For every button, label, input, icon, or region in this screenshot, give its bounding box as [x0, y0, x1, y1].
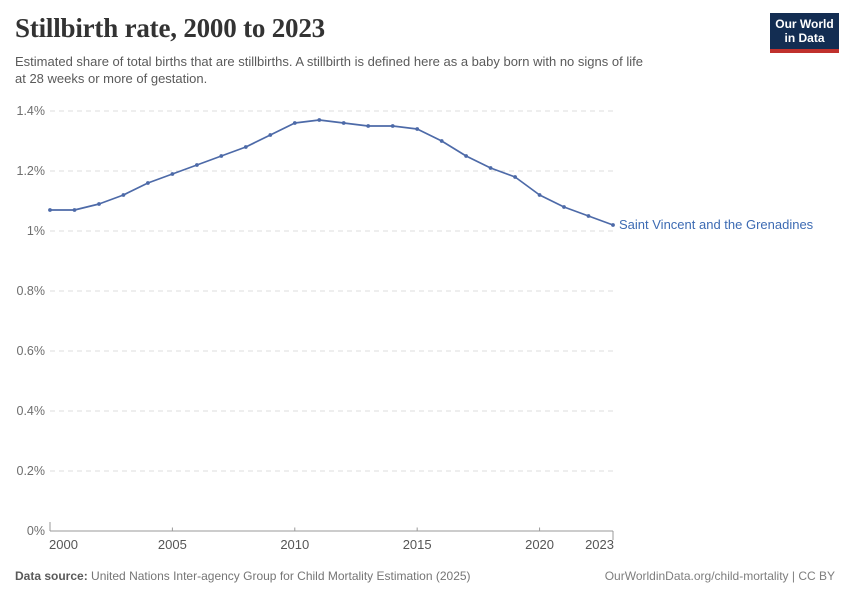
- data-point[interactable]: [439, 139, 444, 143]
- y-tick-label: 1%: [27, 224, 45, 238]
- data-point[interactable]: [292, 121, 297, 125]
- x-tick-label: 2015: [403, 537, 432, 552]
- x-tick-label: 2010: [280, 537, 309, 552]
- x-tick-label: 2005: [158, 537, 187, 552]
- data-point[interactable]: [366, 124, 371, 128]
- data-point[interactable]: [121, 193, 126, 197]
- x-tick-label: 2020: [525, 537, 554, 552]
- y-tick-label: 0.8%: [17, 284, 46, 298]
- data-point[interactable]: [341, 121, 346, 125]
- x-tick-label: 2000: [49, 537, 78, 552]
- data-point[interactable]: [537, 193, 542, 197]
- data-source-label: Data source:: [15, 569, 88, 583]
- data-point[interactable]: [611, 223, 615, 227]
- data-point[interactable]: [146, 181, 150, 185]
- x-axis-labels: 2000 2005 2010 2015 2020 2023: [49, 537, 614, 552]
- subtitle-line: at 28 weeks or more of gestation.: [15, 71, 208, 86]
- data-point[interactable]: [488, 166, 493, 170]
- chart-subtitle: Estimated share of total births that are…: [15, 53, 643, 87]
- data-point[interactable]: [390, 124, 395, 128]
- data-point[interactable]: [268, 133, 273, 137]
- data-point[interactable]: [195, 163, 199, 167]
- data-point[interactable]: [170, 172, 175, 176]
- data-point[interactable]: [48, 208, 52, 212]
- data-point[interactable]: [415, 127, 420, 131]
- series-end-label[interactable]: Saint Vincent and the Grenadines: [619, 217, 814, 232]
- data-source: Data source: United Nations Inter-agency…: [15, 569, 471, 583]
- data-point[interactable]: [219, 154, 224, 158]
- data-source-text: United Nations Inter-agency Group for Ch…: [91, 569, 471, 583]
- owid-logo[interactable]: Our World in Data: [770, 13, 839, 53]
- page-title: Stillbirth rate, 2000 to 2023: [15, 13, 325, 43]
- x-axis-ticks: [49, 522, 614, 540]
- chart-footer: Data source: United Nations Inter-agency…: [15, 569, 835, 583]
- x-tick-label: 2023: [585, 537, 614, 552]
- owid-logo-line2: in Data: [784, 31, 825, 45]
- y-axis-labels: 0% 0.2% 0.4% 0.6% 0.8% 1% 1.2% 1.4%: [17, 104, 46, 538]
- data-point[interactable]: [464, 154, 468, 158]
- y-tick-label: 0.6%: [17, 344, 46, 358]
- y-tick-label: 0%: [27, 524, 45, 538]
- subtitle-line: Estimated share of total births that are…: [15, 54, 643, 69]
- attribution-link[interactable]: OurWorldinData.org/child-mortality | CC …: [604, 569, 835, 583]
- data-point[interactable]: [513, 175, 517, 179]
- y-tick-label: 1.4%: [17, 104, 46, 118]
- data-point[interactable]: [97, 202, 101, 206]
- data-point[interactable]: [243, 145, 248, 149]
- series-line[interactable]: [50, 119, 614, 226]
- y-tick-label: 0.2%: [17, 464, 46, 478]
- data-point[interactable]: [72, 208, 77, 212]
- data-point[interactable]: [586, 214, 591, 218]
- data-points: [48, 118, 615, 227]
- y-tick-label: 1.2%: [17, 164, 46, 178]
- y-tick-label: 0.4%: [17, 404, 46, 418]
- data-point[interactable]: [562, 205, 566, 209]
- gridlines: [50, 110, 613, 532]
- owid-logo-line1: Our World: [775, 17, 834, 31]
- data-point[interactable]: [317, 118, 322, 122]
